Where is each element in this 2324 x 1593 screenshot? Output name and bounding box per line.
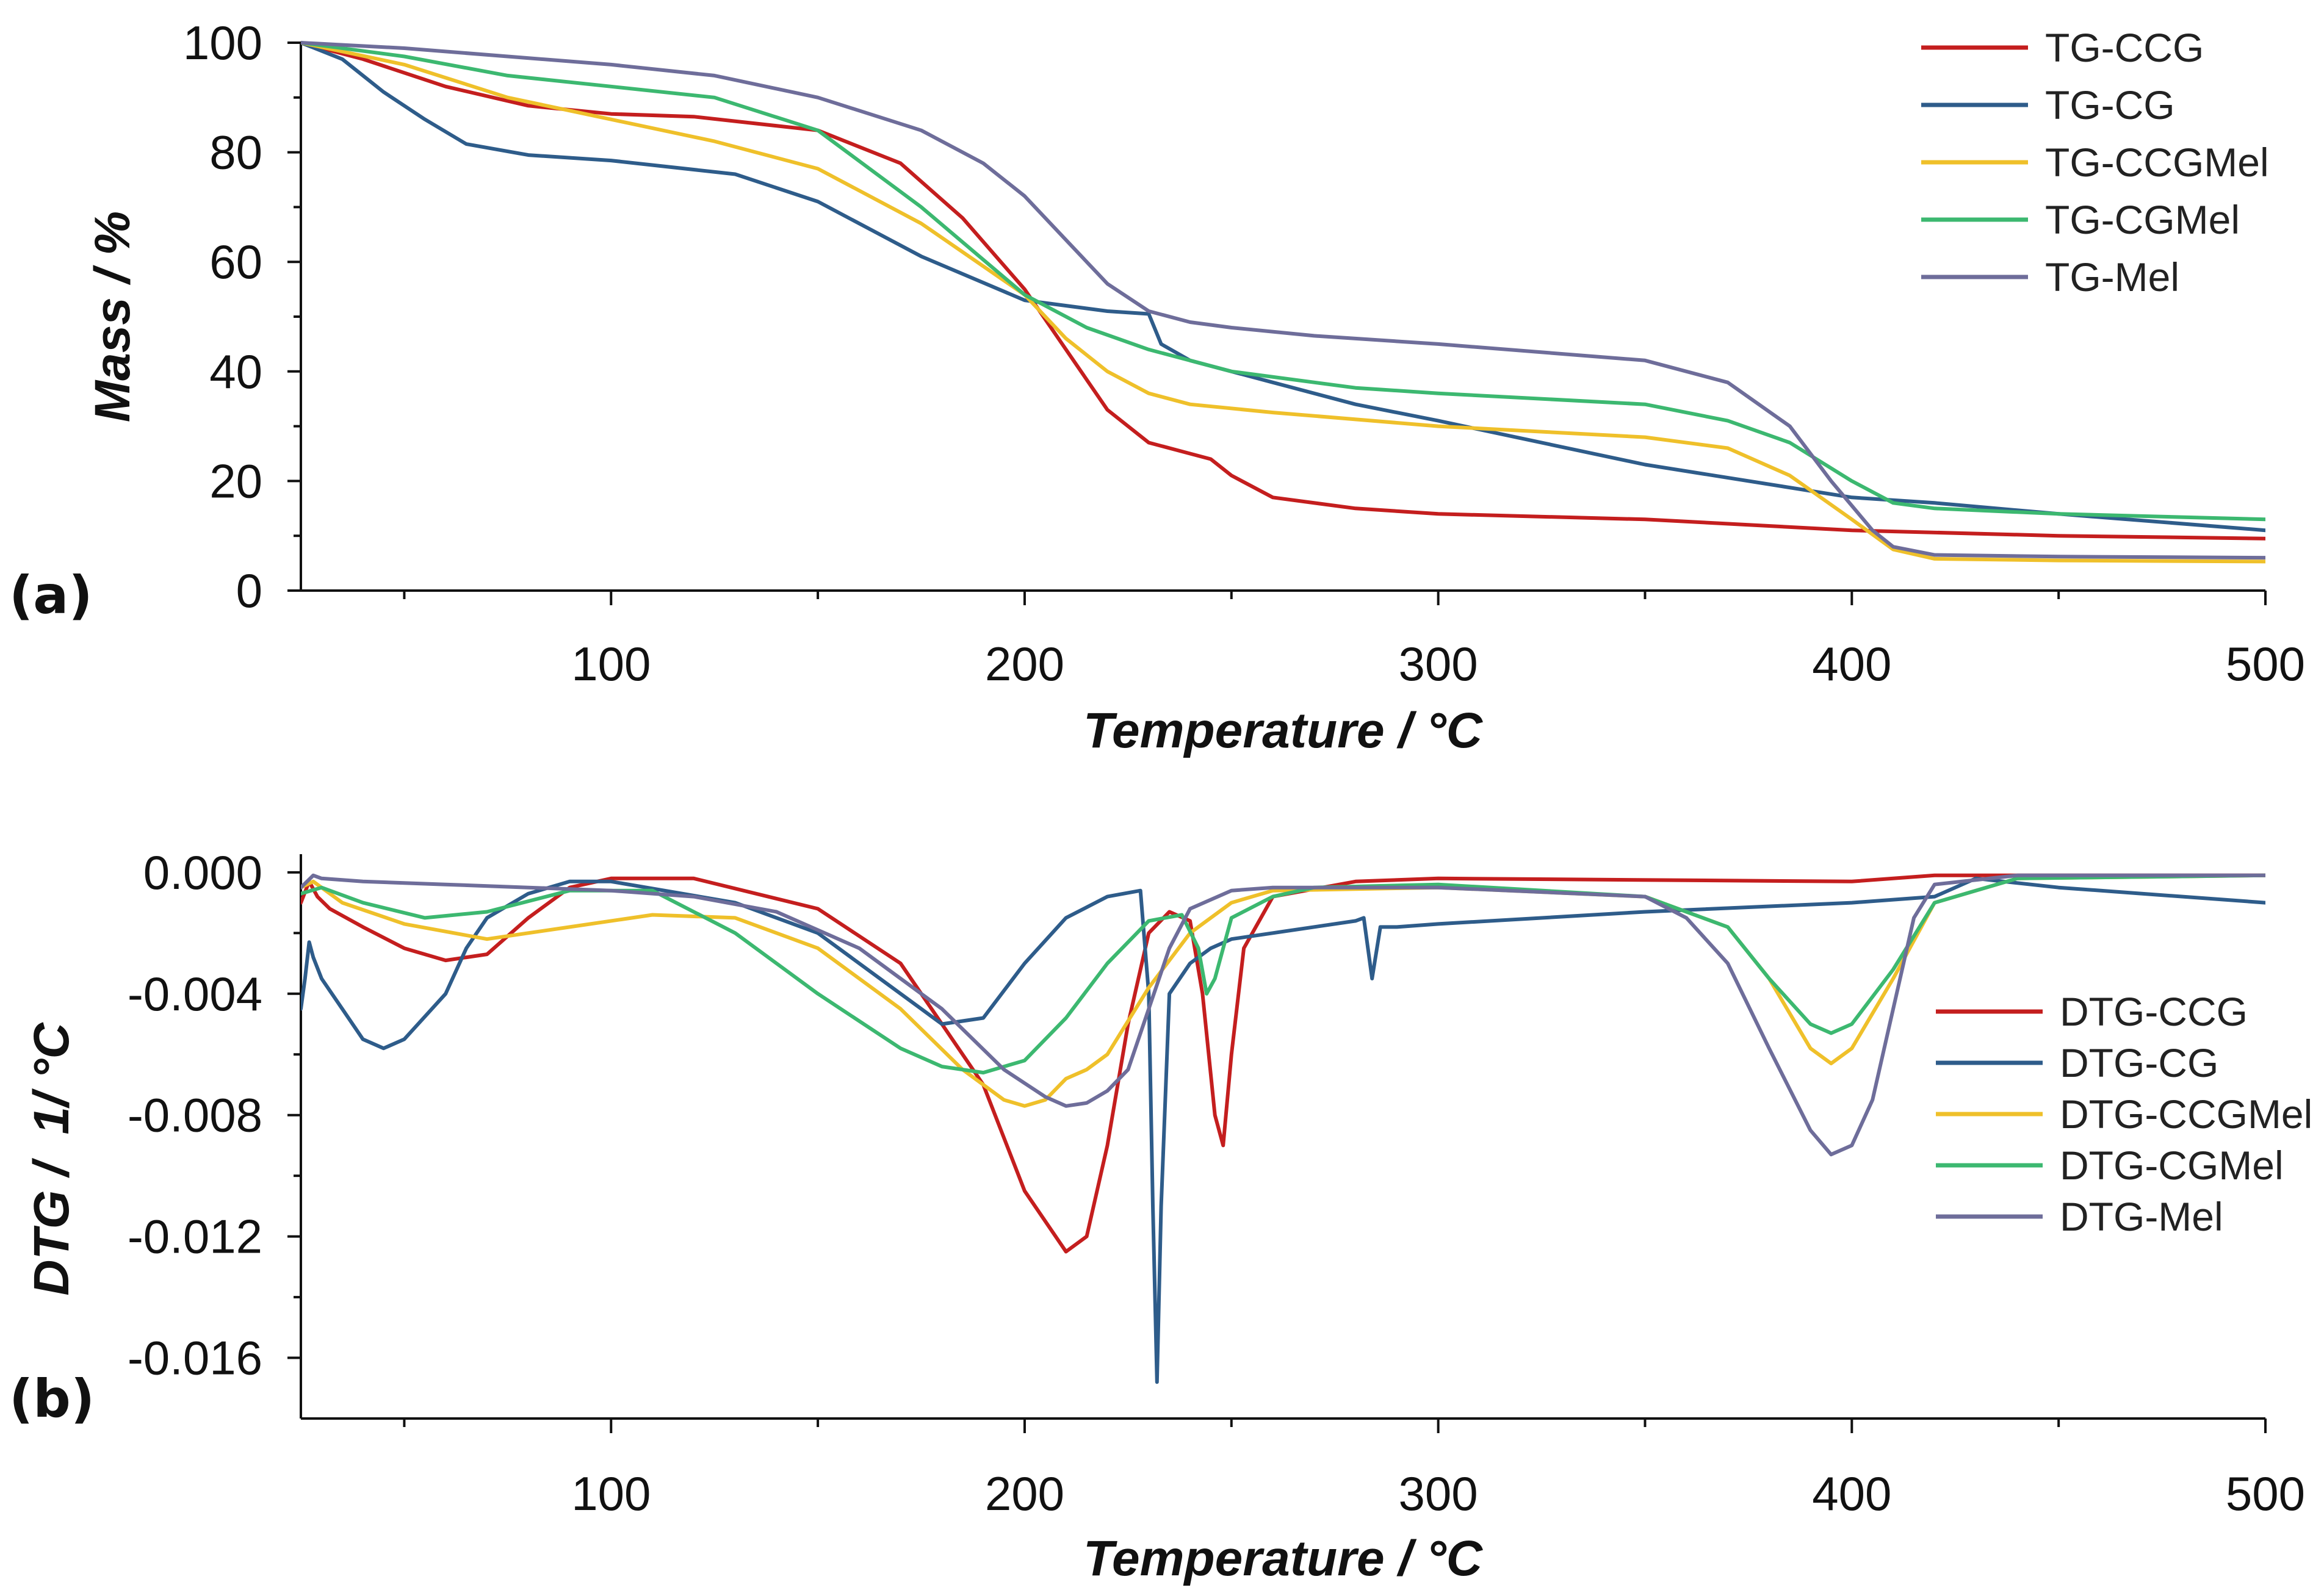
series-line-tg-cg <box>301 41 2265 533</box>
legend-label: TG-CG <box>2045 82 2175 128</box>
y-tick-label: -0.012 <box>128 1210 262 1264</box>
series-line-dtg-mel <box>301 873 2265 1157</box>
x-axis-title: Temperature / °C <box>1083 1531 1484 1586</box>
x-tick-label: 100 <box>571 637 651 691</box>
y-tick-label: 40 <box>209 345 262 398</box>
legend-label: TG-CGMel <box>2045 197 2240 242</box>
legend-label: DTG-CGMel <box>2060 1143 2284 1188</box>
y-tick-label: -0.008 <box>128 1088 262 1142</box>
y-tick-label: 20 <box>209 454 262 508</box>
legend-label: TG-CCGMel <box>2045 140 2269 185</box>
series-line-tg-ccgmel <box>301 41 2265 564</box>
x-tick-label: 300 <box>1399 637 1478 691</box>
x-tick-label: 400 <box>1812 1467 1891 1520</box>
x-axis-title: Temperature / °C <box>1083 703 1484 758</box>
y-tick-label: 100 <box>183 16 262 70</box>
y-tick-label: -0.004 <box>128 967 262 1021</box>
series-line-tg-mel <box>301 41 2265 560</box>
series-line-tg-cgmel <box>301 41 2265 522</box>
series-line-tg-ccg <box>301 41 2265 541</box>
legend: TG-CCG TG-CG TG-CCGMel TG-CGMel TG-Mel <box>1921 25 2269 300</box>
legend-label: DTG-CG <box>2060 1040 2218 1085</box>
panel-b-dtg-chart: 0.000 -0.004 -0.008 -0.012 -0.016 100 200 300 40… <box>9 846 2312 1586</box>
series-line-dtg-ccg <box>301 873 2265 1254</box>
y-tick-label: 0.000 <box>143 846 262 899</box>
series-line-dtg-ccgmel <box>301 873 2265 1108</box>
legend: DTG-CCG DTG-CG DTG-CCGMel DTG-CGMel DTG-Mel <box>1936 989 2312 1239</box>
y-tick-label: 0 <box>236 564 262 617</box>
x-tick-label: 500 <box>2226 637 2305 691</box>
x-tick-label: 200 <box>985 1467 1064 1520</box>
y-tick-label: -0.016 <box>128 1331 262 1385</box>
y-axis-title: DTG / 1/ °C <box>24 1022 79 1296</box>
panel-label: (a) <box>9 565 93 626</box>
y-axis-title: Mass / % <box>85 211 140 422</box>
series-line-dtg-cgmel <box>301 873 2265 1075</box>
panel-label: (b) <box>9 1368 95 1429</box>
y-tick-label: 60 <box>209 235 262 289</box>
panel-a-tg-chart: 0 20 40 60 80 100 100 200 300 400 500 Temperature /… <box>9 16 2305 758</box>
series-line-dtg-cg <box>301 876 2265 1384</box>
y-tick-label: 80 <box>209 126 262 179</box>
legend-label: DTG-CCGMel <box>2060 1091 2312 1137</box>
legend-label: DTG-CCG <box>2060 989 2248 1034</box>
series-group <box>301 873 2265 1384</box>
x-tick-label: 300 <box>1399 1467 1478 1520</box>
x-tick-label: 100 <box>571 1467 651 1520</box>
legend-label: TG-Mel <box>2045 254 2179 300</box>
x-tick-label: 500 <box>2226 1467 2305 1520</box>
x-tick-label: 400 <box>1812 637 1891 691</box>
x-tick-label: 200 <box>985 637 1064 691</box>
legend-label: DTG-Mel <box>2060 1194 2223 1239</box>
legend-label: TG-CCG <box>2045 25 2204 70</box>
series-group <box>301 41 2265 564</box>
